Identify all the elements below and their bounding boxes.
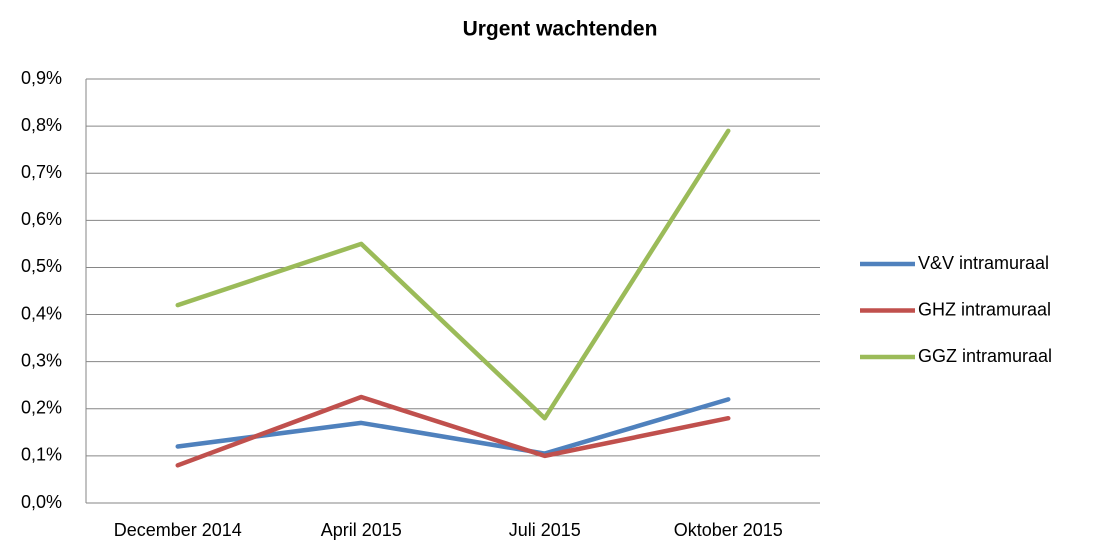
chart-title: Urgent wachtenden [463,18,658,41]
y-tick-label: 0,0% [21,492,62,512]
x-tick-label: Oktober 2015 [674,520,783,540]
legend-label: V&V intramuraal [918,253,1049,273]
legend-label: GHZ intramuraal [918,299,1051,319]
y-tick-label: 0,2% [21,398,62,418]
series-line [175,394,731,468]
y-tick-label: 0,7% [21,162,62,182]
x-tick-label: Juli 2015 [509,520,581,540]
y-tick-label: 0,8% [21,115,62,135]
y-tick-label: 0,4% [21,303,62,323]
x-tick-label: December 2014 [114,520,242,540]
y-tick-label: 0,6% [21,209,62,229]
legend-label: GGZ intramuraal [918,346,1052,366]
x-tick-label: April 2015 [321,520,402,540]
series-line [175,128,731,421]
series-line [175,397,731,456]
y-tick-label: 0,1% [21,445,62,465]
y-tick-label: 0,3% [21,350,62,370]
y-tick-label: 0,9% [21,68,62,88]
y-tick-label: 0,5% [21,256,62,276]
